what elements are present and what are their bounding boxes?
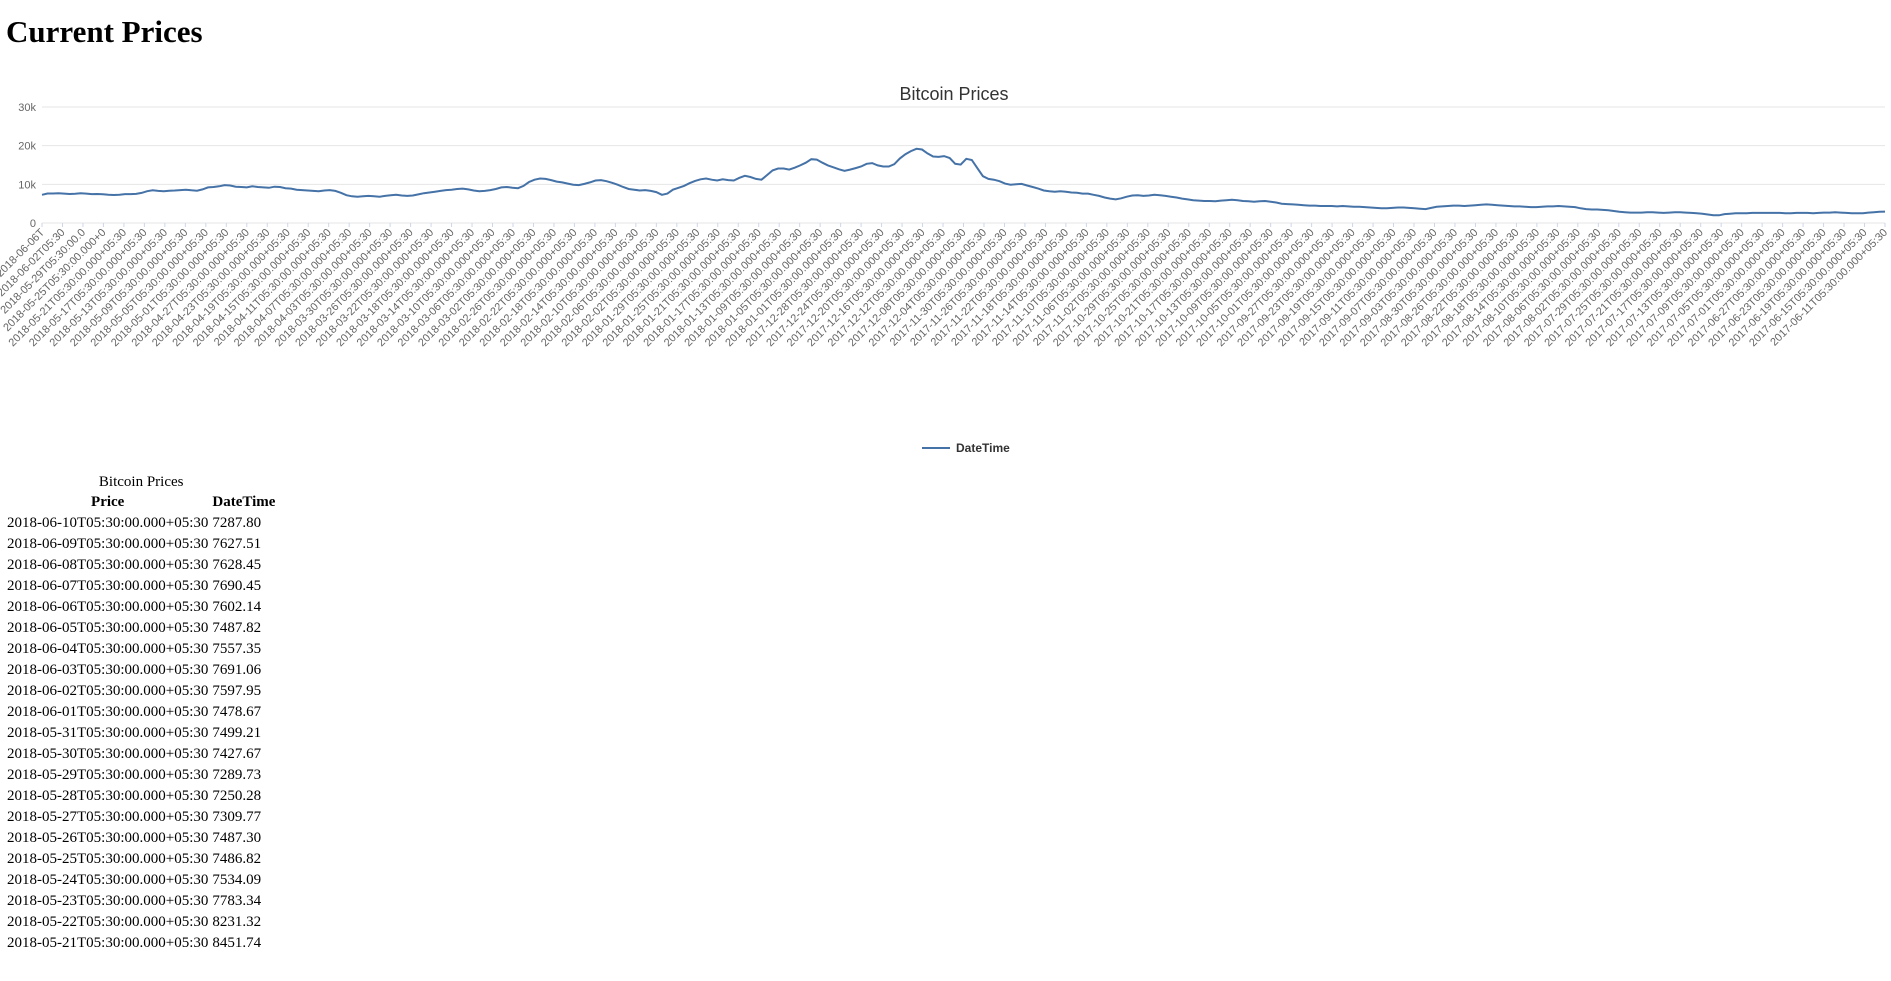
table-row: 2018-06-05T05:30:00.000+05:30 7487.82: [6, 619, 276, 638]
table-row: 2018-06-07T05:30:00.000+05:30 7690.45: [6, 577, 276, 596]
page-title: Current Prices: [6, 14, 203, 49]
cell-datetime: 2018-05-30T05:30:00.000+05:30: [7, 746, 209, 762]
y-tick-label: 30k: [18, 102, 36, 114]
cell-datetime: 2018-05-21T05:30:00.000+05:30: [7, 935, 209, 951]
table-row: 2018-06-01T05:30:00.000+05:30 7478.67: [6, 703, 276, 722]
cell-datetime: 2018-05-28T05:30:00.000+05:30: [7, 788, 209, 804]
cell-price: 7499.21: [212, 725, 262, 741]
x-axis: 2018-06-06T2018-06-02T05:302018-05-29T05…: [0, 223, 1890, 349]
table-row: 2018-06-10T05:30:00.000+05:30 7287.80: [6, 514, 276, 533]
cell-price: 7691.06: [212, 662, 262, 678]
table-row: 2018-05-27T05:30:00.000+05:30 7309.77: [6, 808, 276, 827]
table-row: 2018-05-29T05:30:00.000+05:30 7289.73: [6, 766, 276, 785]
chart-legend[interactable]: DateTime: [922, 441, 1010, 455]
chart-title: Bitcoin Prices: [899, 84, 1008, 104]
cell-datetime: 2018-05-31T05:30:00.000+05:30: [7, 725, 209, 741]
table-row: 2018-05-26T05:30:00.000+05:30 7487.30: [6, 829, 276, 848]
y-tick-label: 20k: [18, 141, 36, 153]
cell-price: 7602.14: [212, 599, 262, 615]
cell-price: 7487.30: [212, 830, 262, 846]
cell-datetime: 2018-06-01T05:30:00.000+05:30: [7, 704, 209, 720]
table-row: 2018-06-02T05:30:00.000+05:30 7597.95: [6, 682, 276, 701]
cell-datetime: 2018-06-05T05:30:00.000+05:30: [7, 620, 209, 636]
cell-datetime: 2018-05-29T05:30:00.000+05:30: [7, 767, 209, 783]
table-body: 2018-06-10T05:30:00.000+05:30 7287.80 2018…: [6, 514, 276, 953]
price-table: Bitcoin Prices Price DateTime 2018-06-10…: [4, 474, 278, 955]
cell-price: 7597.95: [212, 683, 262, 699]
table-row: 2018-06-08T05:30:00.000+05:30 7628.45: [6, 556, 276, 575]
cell-price: 7487.82: [212, 620, 262, 636]
y-tick-label: 0: [30, 218, 36, 230]
legend-label: DateTime: [956, 441, 1010, 455]
cell-datetime: 2018-06-02T05:30:00.000+05:30: [7, 683, 209, 699]
cell-price: 8451.74: [212, 935, 262, 951]
y-tick-label: 10k: [18, 179, 36, 191]
cell-datetime: 2018-06-06T05:30:00.000+05:30: [7, 599, 209, 615]
table-row: 2018-06-04T05:30:00.000+05:30 7557.35: [6, 640, 276, 659]
table-row: 2018-05-28T05:30:00.000+05:30 7250.28: [6, 787, 276, 806]
table-header-row: Price DateTime: [6, 493, 276, 512]
cell-datetime: 2018-06-09T05:30:00.000+05:30: [7, 536, 209, 552]
cell-datetime: 2018-06-04T05:30:00.000+05:30: [7, 641, 209, 657]
cell-price: 7289.73: [212, 767, 262, 783]
cell-datetime: 2018-05-23T05:30:00.000+05:30: [7, 893, 209, 909]
cell-price: 8231.32: [212, 914, 262, 930]
table-row: 2018-06-03T05:30:00.000+05:30 7691.06: [6, 661, 276, 680]
cell-datetime: 2018-05-26T05:30:00.000+05:30: [7, 830, 209, 846]
table-row: 2018-06-06T05:30:00.000+05:30 7602.14: [6, 598, 276, 617]
cell-datetime: 2018-05-24T05:30:00.000+05:30: [7, 872, 209, 888]
cell-price: 7287.80: [212, 515, 262, 531]
price-chart-container: Bitcoin Prices 0 10k 20k 30k 2018-06-06T 201…: [0, 80, 1891, 460]
series-line-datetime[interactable]: [41, 147, 1886, 217]
table-row: 2018-06-09T05:30:00.000+05:30 7627.51: [6, 535, 276, 554]
cell-price: 7250.28: [212, 788, 262, 804]
table-row: 2018-05-21T05:30:00.000+05:30 8451.74: [6, 934, 276, 953]
table-row: 2018-05-25T05:30:00.000+05:30 7486.82: [6, 850, 276, 869]
cell-price: 7478.67: [212, 704, 262, 720]
cell-price: 7783.34: [212, 893, 262, 909]
table-caption: Bitcoin Prices: [98, 474, 184, 490]
cell-datetime: 2018-05-27T05:30:00.000+05:30: [7, 809, 209, 825]
table-row: 2018-05-23T05:30:00.000+05:30 7783.34: [6, 892, 276, 911]
chart-grid: [42, 106, 1885, 224]
cell-datetime: 2018-05-25T05:30:00.000+05:30: [7, 851, 209, 867]
cell-datetime: 2018-06-07T05:30:00.000+05:30: [7, 578, 209, 594]
cell-price: 7628.45: [212, 557, 262, 573]
cell-datetime: 2018-06-10T05:30:00.000+05:30: [7, 515, 209, 531]
cell-price: 7627.51: [212, 536, 262, 552]
table-row: 2018-05-24T05:30:00.000+05:30 7534.09: [6, 871, 276, 890]
cell-price: 7557.35: [212, 641, 262, 657]
price-line-chart: Bitcoin Prices 0 10k 20k 30k 2018-06-06T201…: [0, 84, 1890, 455]
column-header-datetime: DateTime: [212, 494, 276, 510]
cell-price: 7309.77: [212, 809, 262, 825]
cell-datetime: 2018-06-08T05:30:00.000+05:30: [7, 557, 209, 573]
cell-datetime: 2018-06-03T05:30:00.000+05:30: [7, 662, 209, 678]
cell-price: 7427.67: [212, 746, 262, 762]
y-axis: 0 10k 20k 30k: [18, 102, 36, 230]
table-row: 2018-05-30T05:30:00.000+05:30 7427.67: [6, 745, 276, 764]
cell-price: 7486.82: [212, 851, 262, 867]
cell-price: 7690.45: [212, 578, 262, 594]
column-header-price: Price: [91, 494, 125, 510]
table-row: 2018-05-22T05:30:00.000+05:30 8231.32: [6, 913, 276, 932]
table-row: 2018-05-31T05:30:00.000+05:30 7499.21: [6, 724, 276, 743]
chart-series: [41, 147, 1886, 217]
cell-datetime: 2018-05-22T05:30:00.000+05:30: [7, 914, 209, 930]
cell-price: 7534.09: [212, 872, 262, 888]
